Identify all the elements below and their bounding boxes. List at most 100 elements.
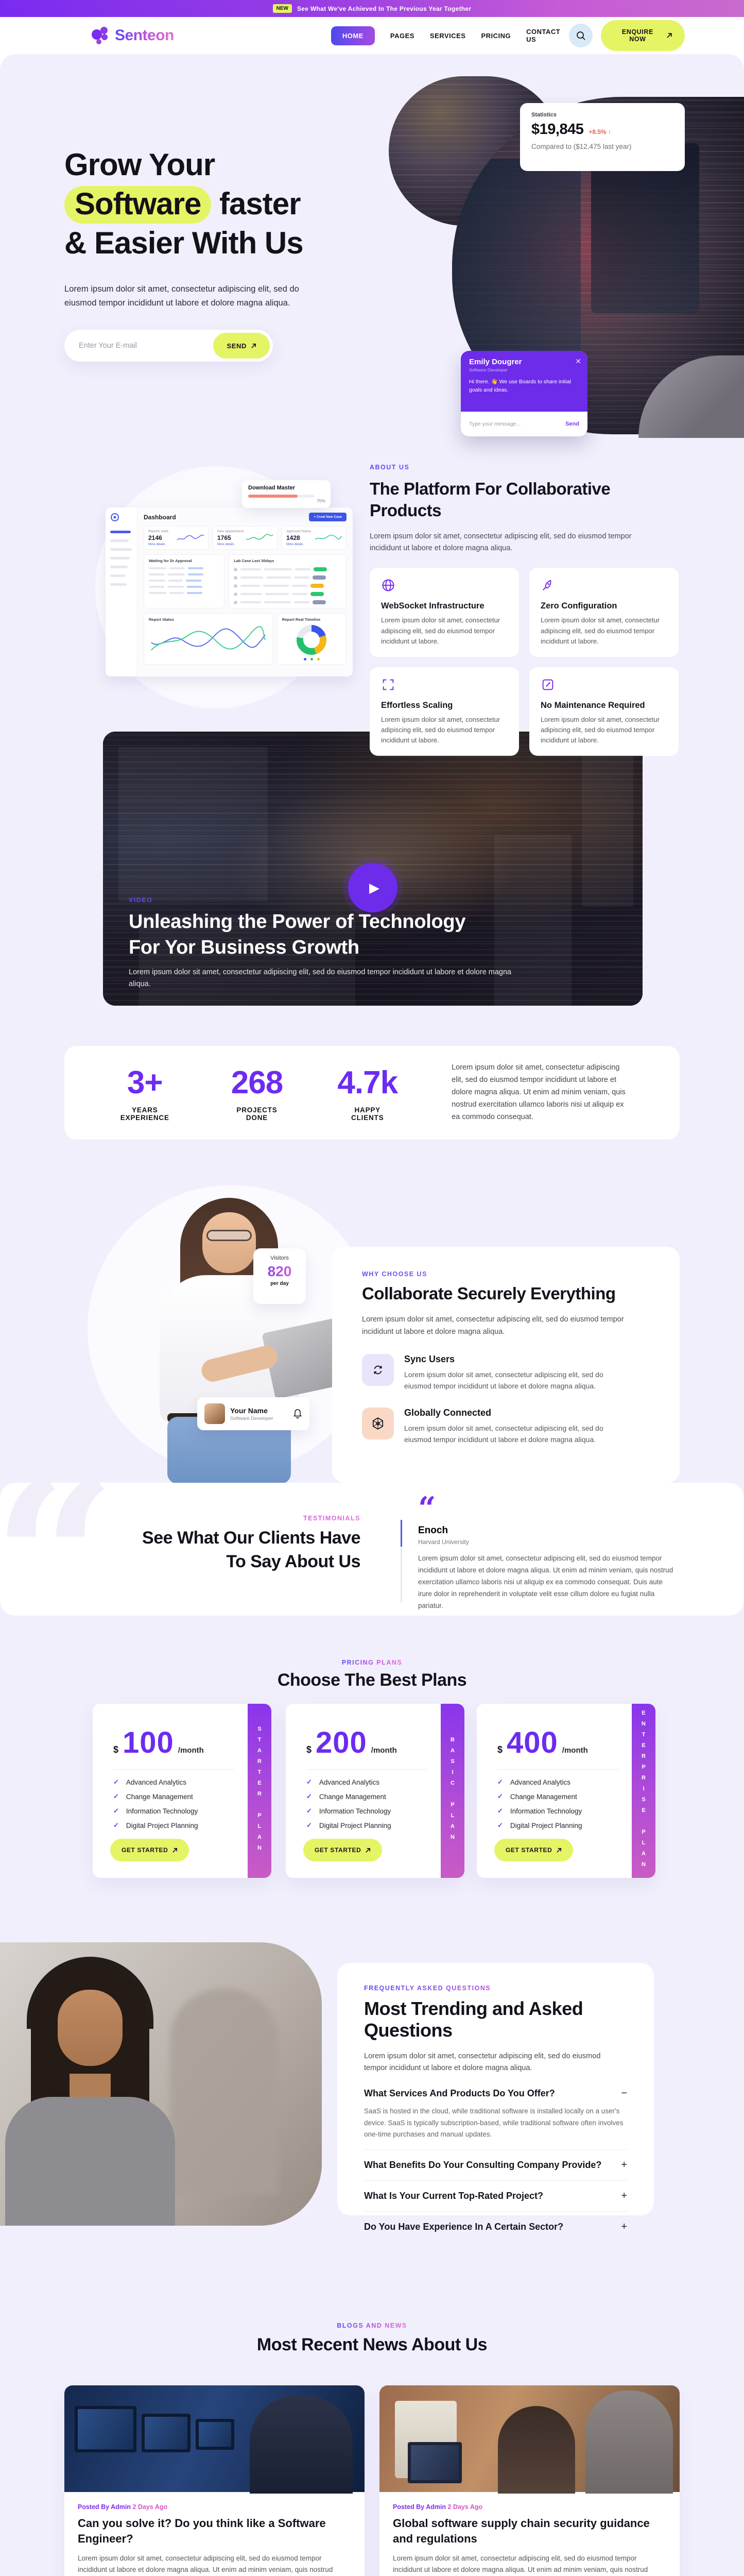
- video-description: Lorem ipsum dolor sit amet, consectetur …: [129, 968, 512, 988]
- email-input[interactable]: [64, 342, 214, 350]
- testimonials-heading-block: TESTIMONIALS See What Our Clients Have To…: [124, 1515, 360, 1573]
- post-title[interactable]: Can you solve it? Do you think like a So…: [78, 2517, 326, 2545]
- faq-question-2[interactable]: What Benefits Do Your Consulting Company…: [364, 2159, 627, 2171]
- main-nav: HOME PAGES SERVICES PRICING CONTACT US: [331, 26, 569, 45]
- plan-ribbon: BASIC PLAN: [441, 1704, 464, 1878]
- feature-description: Lorem ipsum dolor sit amet, consectetur …: [541, 715, 660, 744]
- testimonial-quote-block: “ Enoch Harvard University Lorem ipsum d…: [418, 1493, 676, 1612]
- person-silhouette: [498, 2406, 575, 2494]
- chat-message: Hi there. 👋 We use Boards to share initi…: [469, 379, 571, 394]
- nav-services[interactable]: SERVICES: [429, 31, 466, 40]
- globe-icon: [382, 579, 394, 591]
- expand-icon[interactable]: +: [621, 2221, 627, 2233]
- chat-send-button[interactable]: Send: [565, 421, 579, 427]
- plan-ribbon: STARTER PLAN: [248, 1704, 271, 1878]
- feature-card-maintenance: No Maintenance Required Lorem ipsum dolo…: [529, 667, 679, 756]
- collapse-icon[interactable]: −: [621, 2088, 627, 2099]
- testimonial-name: Enoch: [418, 1525, 448, 1536]
- announcement-bar: NEW See What We've Achieved In The Previ…: [0, 0, 744, 17]
- hero-title: Grow Your Software faster & Easier With …: [64, 147, 304, 260]
- about-description: Lorem ipsum dolor sit amet, consectetur …: [370, 532, 632, 553]
- collab-feature-description: Lorem ipsum dolor sit amet, consectetur …: [404, 1423, 603, 1444]
- feature-title: Zero Configuration: [541, 601, 617, 611]
- testimonial-scrollbar[interactable]: [401, 1520, 402, 1602]
- chat-message-input[interactable]: [469, 421, 566, 427]
- blog-post-card[interactable]: Posted By Admin 2 Days Ago Global softwa…: [379, 2385, 680, 2576]
- stat-value: 4.7k: [337, 1064, 398, 1100]
- blog-title: Most Recent News About Us: [256, 2335, 488, 2354]
- plan-price: 400: [507, 1726, 558, 1759]
- nav-contact[interactable]: CONTACT US: [526, 28, 561, 43]
- hero-email-form: SEND: [64, 330, 273, 362]
- about-kicker: ABOUT US: [370, 464, 681, 471]
- get-started-button[interactable]: GET STARTED: [110, 1839, 189, 1861]
- faq-question-3[interactable]: What Is Your Current Top-Rated Project? …: [364, 2190, 627, 2202]
- feature-card-websocket: WebSocket Infrastructure Lorem ipsum dol…: [370, 568, 519, 657]
- search-icon: [577, 31, 585, 40]
- faq-title: Most Trending and Asked Questions: [364, 1998, 583, 2041]
- blog-post-card[interactable]: Posted By Admin 2 Days Ago Can you solve…: [64, 2385, 365, 2576]
- support-agent-photo: [0, 1942, 322, 2226]
- get-started-button[interactable]: GET STARTED: [494, 1839, 574, 1861]
- get-started-button[interactable]: GET STARTED: [303, 1839, 383, 1861]
- search-button[interactable]: [569, 24, 593, 47]
- visitors-value: 820: [253, 1263, 306, 1280]
- logo-text: Senteon: [115, 27, 174, 44]
- hero-monitor-shape-2: [591, 143, 699, 313]
- enquire-now-button[interactable]: ENQUIRE NOW: [600, 20, 685, 51]
- close-icon[interactable]: ✕: [575, 357, 581, 365]
- nav-pages[interactable]: PAGES: [390, 31, 414, 40]
- testimonials-section: “ TESTIMONIALS See What Our Clients Have…: [0, 1452, 744, 1668]
- post-excerpt: Lorem ipsum dolor sit amet, consectetur …: [78, 2554, 333, 2573]
- plan-card-enterprise: $ 400 /month ✓ Advanced Analytics ✓ Change…: [477, 1704, 655, 1878]
- chat-name: Emily Dougrer: [469, 358, 522, 366]
- faq-question-4[interactable]: Do You Have Experience In A Certain Sect…: [364, 2221, 627, 2233]
- person-silhouette: [250, 2396, 353, 2494]
- expand-icon[interactable]: +: [621, 2159, 627, 2171]
- plan-price: 100: [123, 1726, 174, 1759]
- background-quote-glyph: “: [0, 1433, 117, 1687]
- video-kicker: VIDEO: [129, 896, 530, 904]
- arrow-up-right-icon: [667, 33, 672, 38]
- logo[interactable]: Senteon: [90, 24, 174, 47]
- feature-title: WebSocket Infrastructure: [381, 601, 485, 611]
- play-icon: ▶: [369, 879, 379, 895]
- stat-projects: 268 PROJECTS DONE: [231, 1064, 284, 1122]
- dashboard-panel-timeline: Report Real Timeline: [276, 613, 347, 665]
- arrow-up-right-icon: [251, 343, 256, 348]
- testimonial-org: Harvard University: [418, 1538, 469, 1546]
- dashboard-panel-approval: Waiting for Dr Approval: [144, 554, 225, 608]
- arrow-up-right-icon: [557, 1848, 562, 1853]
- dashboard-stat-card: Approved Status 1428 More details: [282, 526, 347, 550]
- corners-icon: [383, 679, 394, 690]
- stat-years: 3+ YEARS EXPERIENCE: [113, 1064, 177, 1122]
- send-button[interactable]: SEND: [213, 333, 270, 359]
- stat-value: 3+: [127, 1064, 163, 1100]
- plan-card-basic: $ 200 /month ✓ Advanced Analytics ✓ Change…: [286, 1704, 464, 1878]
- dashboard-title: Dashboard: [144, 513, 176, 521]
- faq-question-1[interactable]: What Services And Products Do You Offer?…: [364, 2088, 627, 2099]
- about-content: ABOUT US The Platform For Collaborative …: [370, 464, 681, 756]
- feature-title: Effortless Scaling: [381, 700, 453, 710]
- nav-home[interactable]: HOME: [331, 26, 375, 45]
- header: Senteon HOME PAGES SERVICES PRICING CONT…: [0, 17, 744, 54]
- pricing-title: Choose The Best Plans: [277, 1670, 467, 1690]
- play-button[interactable]: ▶: [348, 863, 397, 912]
- pricing-kicker: PRICING PLANS: [341, 1659, 403, 1666]
- nav-pricing[interactable]: PRICING: [481, 31, 511, 40]
- stat-label: YEARS EXPERIENCE: [120, 1106, 169, 1122]
- profile-card: Your Name Software Developer: [197, 1397, 309, 1430]
- create-new-case-button[interactable]: + Creat New Case: [309, 513, 347, 521]
- arrow-up-right-icon: [172, 1848, 178, 1853]
- post-title[interactable]: Global software supply chain security gu…: [393, 2517, 650, 2545]
- hero-title-highlight: Software: [64, 186, 212, 224]
- profile-role: Software Developer: [230, 1415, 273, 1421]
- dashboard-sidebar: [106, 507, 137, 676]
- collab-feature-title: Sync Users: [404, 1353, 455, 1364]
- expand-icon[interactable]: +: [621, 2190, 627, 2202]
- post-excerpt: Lorem ipsum dolor sit amet, consectetur …: [393, 2554, 648, 2573]
- collaborate-kicker: WHY CHOOSE US: [362, 1270, 650, 1278]
- visitors-card: Visitors 820 per day: [253, 1248, 306, 1304]
- stat-clients: 4.7k HAPPY CLIENTS: [337, 1064, 398, 1122]
- faq-card: FREQUENTLY ASKED QUESTIONS Most Trending…: [337, 1963, 654, 2232]
